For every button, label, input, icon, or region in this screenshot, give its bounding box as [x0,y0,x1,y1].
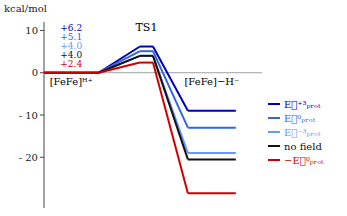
energy-level [140,46,153,48]
legend-entry: −E⃗⁰ₚᵣₒₜ [284,155,324,166]
connector [99,47,140,73]
y-tick-label: 10 [25,25,38,36]
zero-line [44,72,262,73]
energy-level [140,55,153,57]
y-tick-label: 0 [32,67,38,78]
energy-level [44,72,99,74]
legend-entry: E⃗⁰ₚᵣₒₜ [284,113,316,124]
energy-level [140,50,153,52]
y-tick-label: - 10 [19,110,38,121]
legend-swatch [268,131,280,133]
connector [153,63,188,194]
energy-level [44,72,99,74]
energy-level [188,192,236,194]
connector [153,56,188,160]
energy-level [44,72,99,74]
legend-entry: no field [284,141,322,152]
legend-swatch [268,145,280,147]
energy-level [44,72,99,74]
plot-area [44,47,262,194]
connector [99,56,140,73]
legend: E⃗⁺³ₚᵣₒₜ E⃗⁰ₚᵣₒₜ E⃗⁻³ₚᵣₒₜ no field −E⃗⁰ₚᵣₒₜ [268,99,324,166]
energy-level [140,62,153,64]
y-tick [40,72,44,73]
category-label: TS1 [136,21,158,34]
chart: kcal/mol 10 0 - 10 - 20 [FeFe]ᴴ⁺ TS1 [FeFe]−H⁻ +… [0,0,347,216]
energy-level [188,152,236,154]
connector [99,56,140,73]
energy-level [188,127,236,129]
legend-entry: E⃗⁻³ₚᵣₒₜ [284,127,321,138]
energy-level [188,110,236,112]
category-label: [FeFe]−H⁻ [184,76,239,87]
connector [153,51,188,128]
energy-level [44,72,99,74]
legend-swatch [268,103,280,105]
y-tick-label: - 20 [19,152,38,163]
legend-entry: E⃗⁺³ₚᵣₒₜ [284,99,321,110]
connector [99,51,140,73]
connector [99,63,140,73]
barrier-label: +2.4 [60,59,82,69]
legend-swatch [268,117,280,119]
legend-swatch [268,159,280,161]
energy-level [140,55,153,57]
y-tick [40,157,44,158]
y-tick [40,115,44,116]
y-tick [40,30,44,31]
energy-level [188,158,236,160]
y-axis-label: kcal/mol [4,3,47,14]
category-label: [FeFe]ᴴ⁺ [50,76,93,87]
